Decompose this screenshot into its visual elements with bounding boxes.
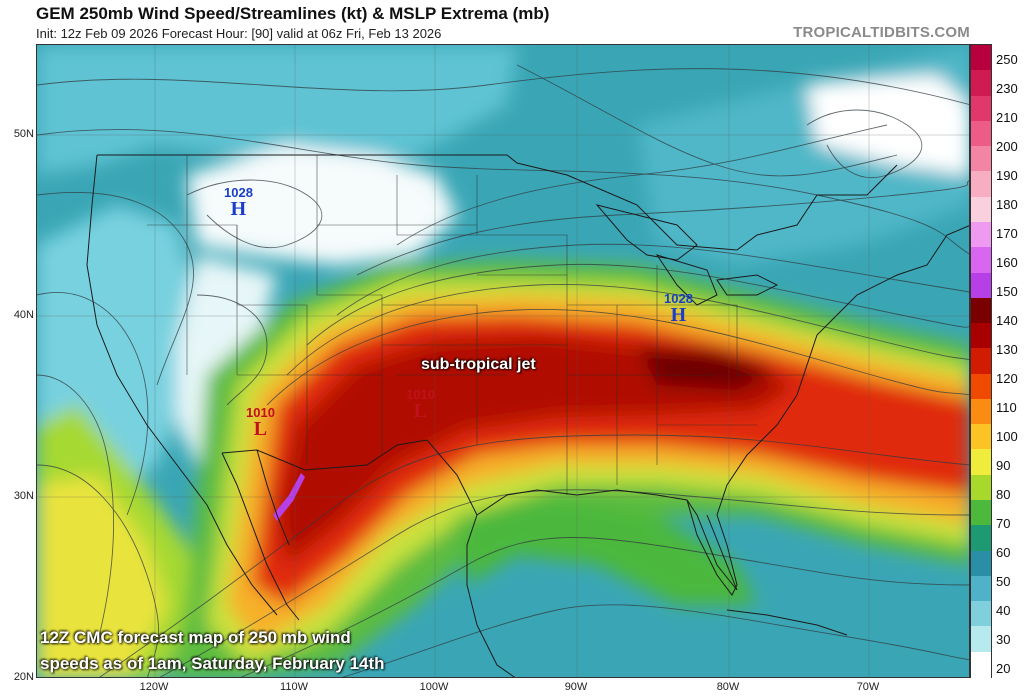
colorbar-swatch xyxy=(971,500,991,526)
colorbar-swatch xyxy=(971,474,991,501)
high-pressure-value: 1028 xyxy=(664,291,693,306)
colorbar-label: 40 xyxy=(996,603,1011,618)
low-pressure-value: 1010 xyxy=(406,387,435,402)
colorbar-swatch xyxy=(971,171,991,198)
high-pressure-value: 1028 xyxy=(224,185,253,200)
colorbar-label: 90 xyxy=(996,458,1011,473)
state-borders xyxy=(147,155,807,495)
wind-speed-colorbar xyxy=(970,44,992,678)
colorbar-label: 250 xyxy=(996,52,1018,67)
brand-watermark: TROPICALTIDBITS.COM xyxy=(793,24,970,41)
low-pressure-symbol: L xyxy=(413,400,428,422)
colorbar-swatch xyxy=(971,120,991,147)
caption-line-2: speeds as of 1am, Saturday, February 14t… xyxy=(40,654,385,673)
map-canvas xyxy=(37,45,969,677)
colorbar-swatch xyxy=(971,575,991,602)
colorbar-label: 110 xyxy=(996,400,1017,415)
jet-annotation: sub-tropical jet xyxy=(421,356,536,373)
colorbar-label: 60 xyxy=(996,545,1011,560)
high-pressure-west: 1028 H xyxy=(224,186,253,219)
wind-speed-map xyxy=(36,44,970,678)
colorbar-swatch xyxy=(971,323,991,349)
streamlines xyxy=(37,64,969,677)
colorbar-label: 130 xyxy=(996,342,1018,357)
colorbar-swatch xyxy=(971,525,991,552)
colorbar-label: 210 xyxy=(996,110,1018,125)
lat-label-40n: 40N xyxy=(13,309,34,321)
caption-line-1: 12Z CMC forecast map of 250 mb wind xyxy=(40,628,351,647)
colorbar-label: 190 xyxy=(996,168,1018,183)
lon-label-100w: 100W xyxy=(419,681,449,693)
colorbar-label: 70 xyxy=(996,516,1011,531)
colorbar-swatch xyxy=(971,601,991,628)
map-subtitle: Init: 12z Feb 09 2026 Forecast Hour: [90… xyxy=(36,26,442,41)
lon-label-120w: 120W xyxy=(139,681,169,693)
colorbar-swatch xyxy=(971,196,991,223)
colorbar-label: 170 xyxy=(996,226,1018,241)
colorbar-swatch xyxy=(971,297,991,324)
low-pressure-plains: 1010 L xyxy=(406,388,435,421)
colorbar-swatch xyxy=(971,424,991,451)
lat-label-20n: 20N xyxy=(13,671,34,683)
colorbar-swatch xyxy=(971,626,991,653)
colorbar-label: 80 xyxy=(996,487,1011,502)
colorbar-swatch xyxy=(971,247,991,274)
high-pressure-east: 1028 H xyxy=(664,292,693,325)
low-pressure-symbol: L xyxy=(253,418,268,440)
colorbar-label: 160 xyxy=(996,255,1018,270)
colorbar-label: 50 xyxy=(996,574,1011,589)
colorbar-label: 30 xyxy=(996,632,1011,647)
colorbar-label: 230 xyxy=(996,81,1018,96)
wind-speed-field xyxy=(37,45,969,677)
colorbar-label: 20 xyxy=(996,661,1011,676)
colorbar-swatch xyxy=(971,550,991,577)
colorbar-swatch xyxy=(971,373,991,400)
colorbar-label: 140 xyxy=(996,313,1018,328)
colorbar-label: 200 xyxy=(996,139,1018,154)
colorbar-swatch xyxy=(971,398,991,425)
map-header: GEM 250mb Wind Speed/Streamlines (kt) & … xyxy=(0,0,1024,44)
boundaries xyxy=(86,154,969,677)
lat-label-50n: 50N xyxy=(13,128,34,140)
colorbar-label: 120 xyxy=(996,371,1018,386)
colorbar-swatch xyxy=(971,651,991,678)
graticule xyxy=(37,45,969,677)
colorbar-label: 100 xyxy=(996,429,1018,444)
colorbar-swatch xyxy=(971,221,991,248)
lon-label-80w: 80W xyxy=(716,681,740,693)
lon-label-70w: 70W xyxy=(856,681,880,693)
colorbar-swatch xyxy=(971,272,991,299)
high-pressure-symbol: H xyxy=(670,304,687,326)
lon-label-90w: 90W xyxy=(564,681,588,693)
high-pressure-symbol: H xyxy=(230,198,247,220)
low-pressure-value: 1010 xyxy=(246,405,275,420)
colorbar-swatch xyxy=(971,449,991,476)
colorbar-swatch xyxy=(971,95,991,122)
colorbar-swatch xyxy=(971,348,991,375)
lat-label-30n: 30N xyxy=(13,490,34,502)
colorbar-swatch xyxy=(971,70,991,97)
colorbar-swatch xyxy=(971,45,991,71)
colorbar-swatch xyxy=(971,146,991,172)
lon-label-110w: 110W xyxy=(280,681,308,693)
low-pressure-southwest: 1010 L xyxy=(246,406,275,439)
colorbar-label: 180 xyxy=(996,197,1018,212)
colorbar-label: 150 xyxy=(996,284,1018,299)
map-title: GEM 250mb Wind Speed/Streamlines (kt) & … xyxy=(36,4,550,23)
